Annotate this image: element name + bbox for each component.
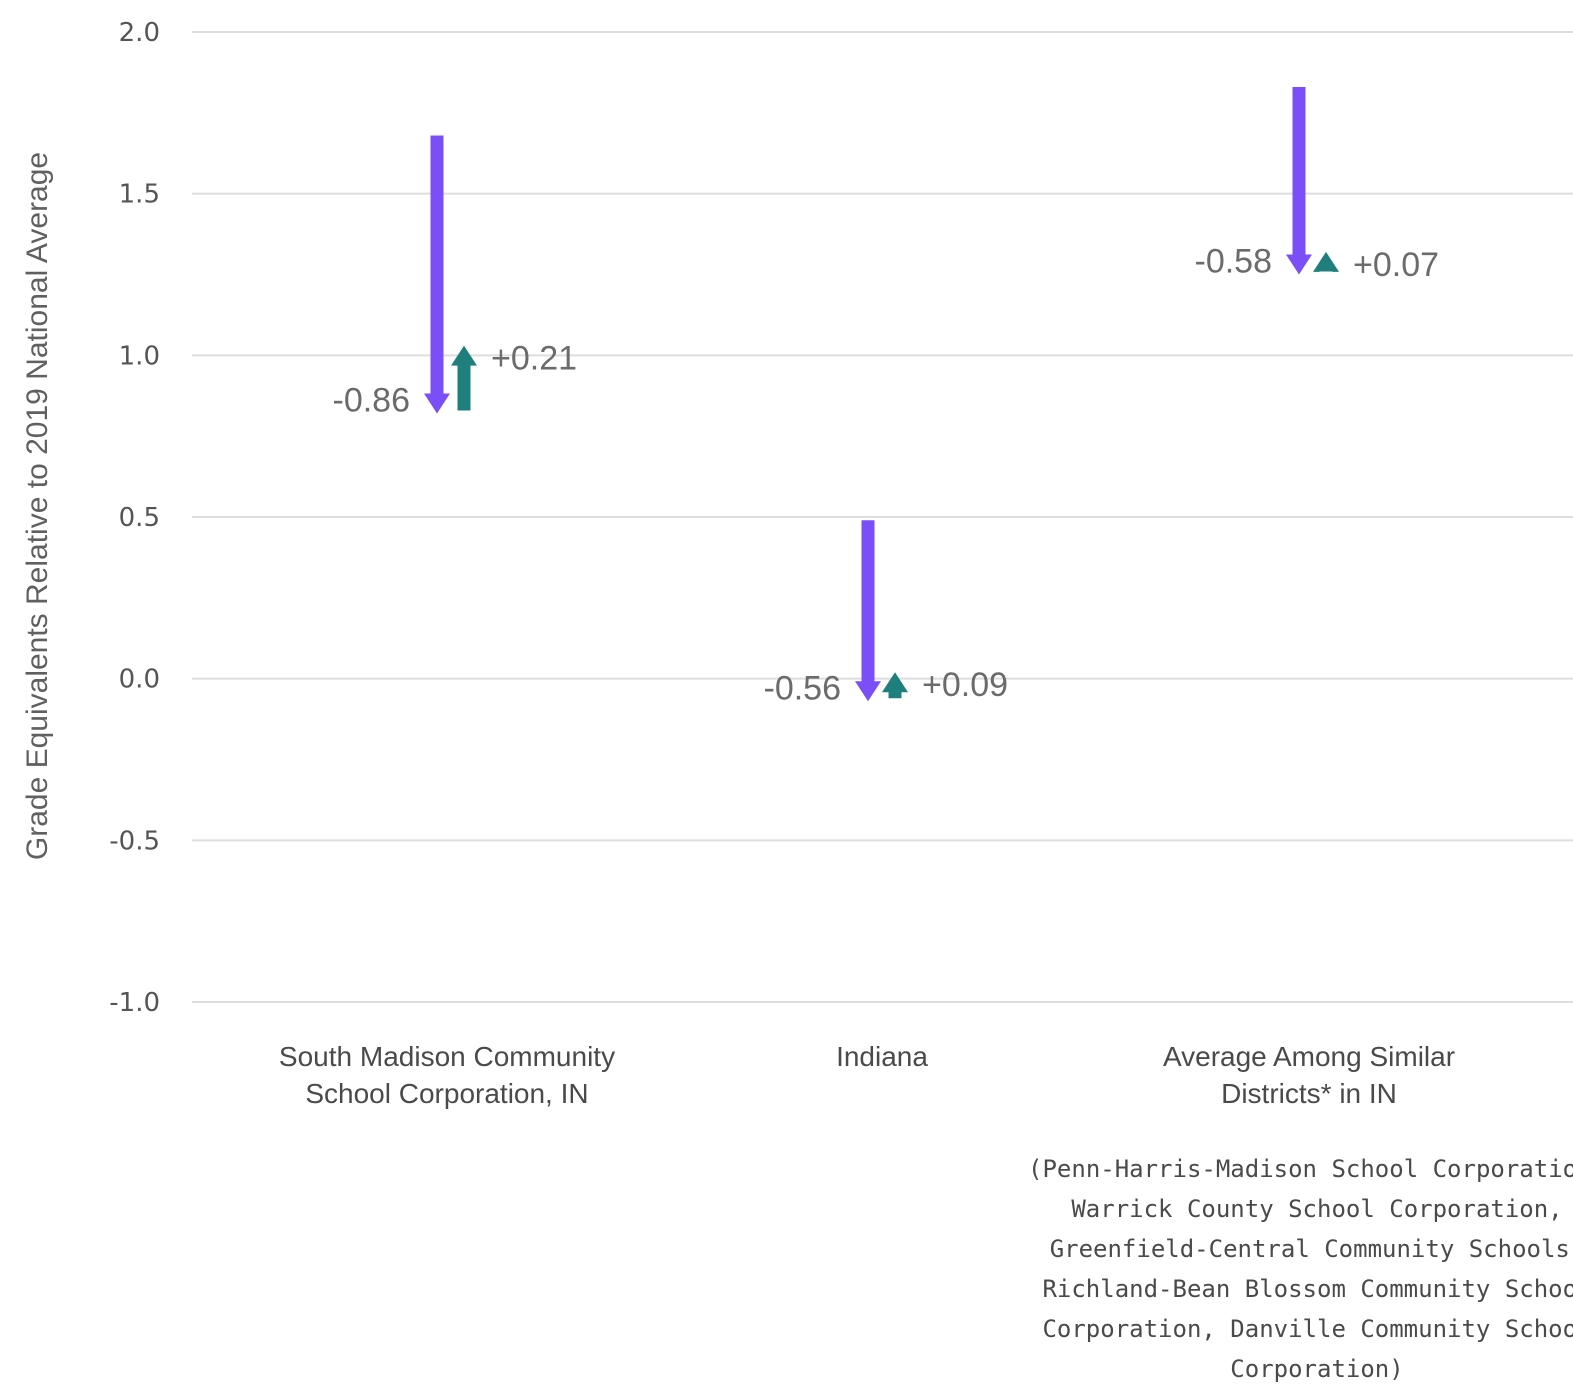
category-label: South Madison Community [279, 1041, 615, 1072]
gridlines [192, 31, 1573, 1003]
recovery-arrow [451, 345, 477, 411]
y-tick-label: -1.0 [109, 988, 160, 1018]
y-tick-label: 2.0 [119, 18, 160, 48]
y-tick-label: 1.0 [119, 341, 160, 371]
note-line: Warrick County School Corporation, [1071, 1195, 1562, 1223]
recovery-value-label: +0.21 [491, 340, 577, 378]
category-labels: South Madison Community School Corporatio… [279, 1041, 1455, 1109]
note-line: Corporation, Danville Community School [1042, 1315, 1573, 1343]
y-axis-tick-labels: 2.0 1.5 1.0 0.5 0.0 -0.5 -1.0 [109, 18, 160, 1018]
y-tick-label: 0.0 [119, 665, 160, 695]
recovery-value-label: +0.09 [922, 666, 1008, 704]
note-line: (Penn-Harris-Madison School Corporation, [1028, 1155, 1573, 1183]
y-tick-label: 1.5 [119, 180, 160, 210]
decline-arrow [855, 520, 881, 702]
similar-districts-note: (Penn-Harris-Madison School Corporation,… [1028, 1155, 1573, 1383]
y-tick-label: 0.5 [119, 503, 160, 533]
note-line: Corporation) [1230, 1355, 1403, 1383]
note-line: Greenfield-Central Community Schools, [1050, 1235, 1573, 1263]
recovery-value-label: +0.07 [1353, 246, 1439, 284]
decline-value-label: -0.86 [333, 382, 411, 420]
recovery-arrow [1313, 251, 1339, 272]
arrows [424, 86, 1339, 702]
decline-value-label: -0.58 [1195, 243, 1273, 281]
decline-value-label: -0.56 [764, 669, 842, 707]
category-label: School Corporation, IN [305, 1078, 588, 1109]
decline-arrow [424, 135, 450, 414]
category-label: Indiana [836, 1041, 928, 1072]
category-label: Districts* in IN [1221, 1078, 1397, 1109]
category-label: Average Among Similar [1163, 1041, 1455, 1072]
note-line: Richland-Bean Blossom Community School [1042, 1275, 1573, 1303]
value-labels: -0.86 +0.21 -0.56 +0.09 -0.58 +0.07 [333, 243, 1440, 708]
decline-arrow [1286, 86, 1312, 275]
recovery-arrow [882, 672, 908, 699]
y-tick-label: -0.5 [109, 826, 160, 856]
y-axis-title: Grade Equivalents Relative to 2019 Natio… [21, 152, 54, 860]
